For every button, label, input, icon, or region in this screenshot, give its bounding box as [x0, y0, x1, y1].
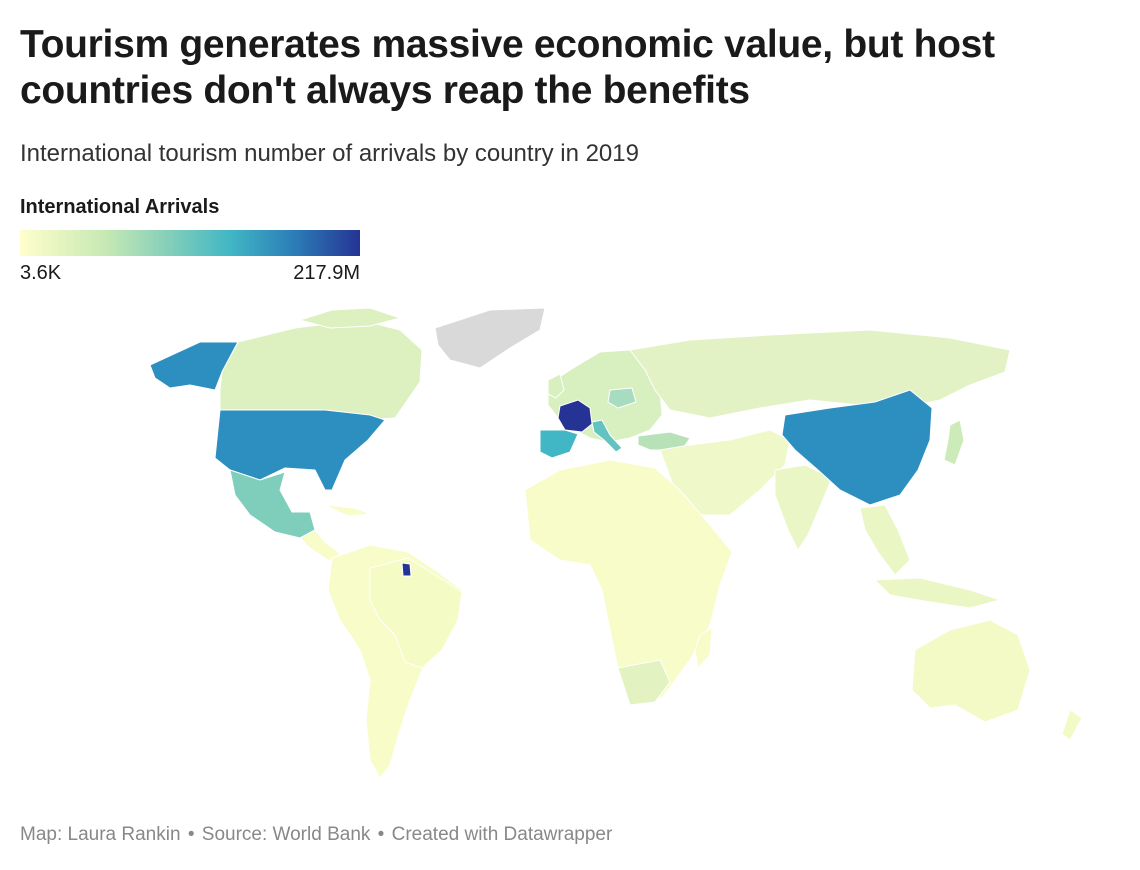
region-russia[interactable]	[629, 329, 1011, 419]
region-canada[interactable]	[219, 319, 423, 421]
legend-max-label: 217.9M	[293, 262, 360, 284]
region-alaska[interactable]	[149, 341, 239, 391]
chart-footer: Map: Laura Rankin • Source: World Bank •…	[20, 824, 614, 846]
chart-title: Tourism generates massive economic value…	[20, 23, 995, 112]
region-china[interactable]	[781, 389, 933, 506]
footer-separator-1: •	[187, 824, 195, 845]
region-caribbean[interactable]	[324, 504, 371, 517]
region-southeast-asia[interactable]	[859, 504, 911, 576]
footer-separator-2: •	[377, 824, 385, 845]
region-indonesia[interactable]	[874, 577, 1001, 609]
chart-subtitle: International tourism number of arrivals…	[20, 140, 639, 167]
region-poland[interactable]	[607, 387, 637, 409]
region-uk[interactable]	[547, 373, 565, 399]
region-madagascar[interactable]	[694, 627, 713, 669]
legend-color-scale	[20, 230, 360, 256]
created-with-credit[interactable]: Created with Datawrapper	[391, 824, 613, 845]
legend-title: International Arrivals	[20, 196, 220, 218]
region-australia[interactable]	[911, 619, 1031, 723]
region-mexico[interactable]	[229, 469, 316, 539]
region-india[interactable]	[774, 464, 833, 551]
region-japan[interactable]	[943, 419, 965, 466]
source-credit[interactable]: Source: World Bank	[201, 824, 371, 845]
map-credit: Map: Laura Rankin	[20, 824, 181, 845]
region-french-guiana[interactable]	[401, 562, 412, 577]
world-map[interactable]	[70, 290, 1120, 790]
legend-min-label: 3.6K	[20, 262, 62, 284]
region-new-zealand[interactable]	[1061, 709, 1083, 741]
region-canada-islands[interactable]	[299, 307, 401, 329]
region-france[interactable]	[557, 399, 593, 433]
region-africa[interactable]	[524, 459, 733, 701]
region-greenland[interactable]	[434, 307, 546, 369]
region-italy[interactable]	[591, 419, 623, 453]
region-spain[interactable]	[539, 429, 579, 459]
region-southern-africa[interactable]	[617, 659, 671, 706]
region-brazil[interactable]	[369, 557, 463, 669]
